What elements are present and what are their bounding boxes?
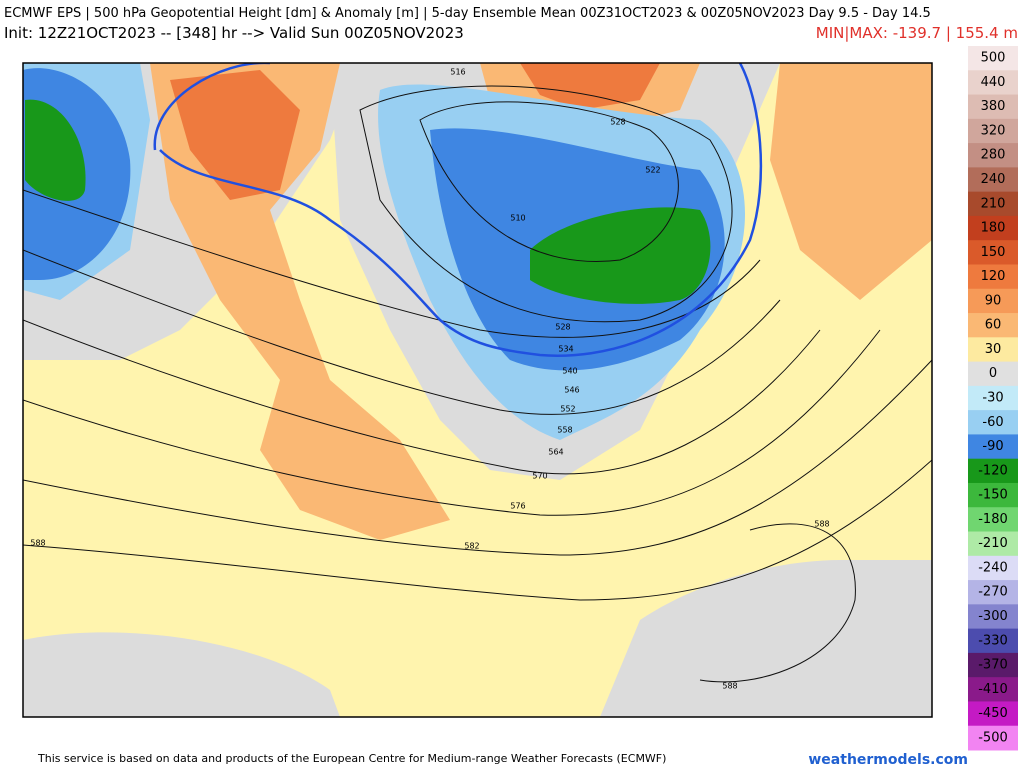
colorbar-swatch bbox=[968, 628, 1018, 654]
colorbar-swatch bbox=[968, 701, 1018, 727]
contour-label: 534 bbox=[558, 345, 573, 354]
colorbar-label: 240 bbox=[981, 172, 1006, 187]
contour-label: 570 bbox=[532, 472, 547, 481]
colorbar-swatch bbox=[968, 191, 1018, 217]
colorbar-label: 180 bbox=[981, 221, 1006, 236]
colorbar-label: -120 bbox=[978, 463, 1008, 478]
colorbar-label: 500 bbox=[981, 51, 1006, 66]
contour-label: 522 bbox=[645, 166, 660, 175]
colorbar-label: -240 bbox=[978, 560, 1008, 575]
colorbar-swatch bbox=[968, 361, 1018, 387]
colorbar-label: -410 bbox=[978, 682, 1008, 697]
contour-label: 588 bbox=[30, 539, 45, 548]
contour-label: 510 bbox=[510, 214, 525, 223]
contour-label: 516 bbox=[450, 68, 465, 77]
colorbar-label: -60 bbox=[982, 415, 1003, 430]
colorbar-label: 380 bbox=[981, 99, 1006, 114]
colorbar-swatch bbox=[968, 337, 1018, 363]
colorbar-swatch bbox=[968, 385, 1018, 411]
colorbar-label: -180 bbox=[978, 512, 1008, 527]
colorbar-swatch bbox=[968, 313, 1018, 338]
map bbox=[22, 62, 933, 718]
colorbar-label: -270 bbox=[978, 585, 1008, 600]
colorbar-swatch bbox=[968, 531, 1018, 557]
min-max: MIN|MAX: -139.7 | 155.4 m bbox=[816, 24, 1018, 42]
colorbar-swatch bbox=[968, 507, 1018, 533]
colorbar-label: 210 bbox=[981, 196, 1006, 211]
colorbar-label: -90 bbox=[982, 439, 1003, 454]
site-link[interactable]: weathermodels.com bbox=[808, 752, 968, 768]
colorbar-swatch bbox=[968, 215, 1018, 241]
colorbar-label: 30 bbox=[985, 342, 1002, 357]
colorbar-swatch bbox=[968, 288, 1018, 314]
colorbar-label: -300 bbox=[978, 609, 1008, 624]
colorbar-swatch bbox=[968, 240, 1018, 265]
colorbar-swatch bbox=[968, 458, 1018, 484]
colorbar-label: -330 bbox=[978, 633, 1008, 648]
colorbar-swatch bbox=[968, 677, 1018, 702]
colorbar-label: 440 bbox=[981, 75, 1006, 90]
colorbar-label: 120 bbox=[981, 269, 1006, 284]
colorbar-label: 0 bbox=[989, 366, 997, 381]
contour-label: 588 bbox=[814, 520, 829, 529]
colorbar-label: 280 bbox=[981, 148, 1006, 163]
colorbar-swatch bbox=[968, 434, 1018, 460]
colorbar-label: -450 bbox=[978, 706, 1008, 721]
colorbar-label: -210 bbox=[978, 536, 1008, 551]
colorbar-swatch bbox=[968, 580, 1018, 605]
contour-label: 576 bbox=[510, 502, 525, 511]
contour-label: 582 bbox=[464, 542, 479, 551]
footer-credit: This service is based on data and produc… bbox=[37, 752, 666, 765]
contour-label: 528 bbox=[555, 323, 570, 332]
colorbar-swatch bbox=[968, 143, 1018, 168]
colorbar-label: -500 bbox=[978, 730, 1008, 745]
colorbar-label: -30 bbox=[982, 391, 1003, 406]
init-time: Init: 12Z21OCT2023 -- [348] hr --> Valid… bbox=[4, 24, 464, 42]
contour-label: 552 bbox=[560, 405, 575, 414]
colorbar-swatch bbox=[968, 482, 1018, 508]
contour-label: 540 bbox=[562, 367, 577, 376]
colorbar-swatch bbox=[968, 70, 1018, 96]
colorbar-swatch bbox=[968, 410, 1018, 435]
colorbar-swatch bbox=[968, 725, 1018, 751]
colorbar-swatch bbox=[968, 94, 1018, 120]
colorbar-swatch bbox=[968, 652, 1018, 678]
colorbar-swatch bbox=[968, 264, 1018, 290]
header-title: ECMWF EPS | 500 hPa Geopotential Height … bbox=[4, 6, 931, 21]
colorbar-label: 60 bbox=[985, 318, 1002, 333]
colorbar-label: 90 bbox=[985, 293, 1002, 308]
contour-label: 546 bbox=[564, 386, 579, 395]
colorbar-swatch bbox=[968, 118, 1018, 144]
colorbar-swatch bbox=[968, 167, 1018, 193]
colorbar-label: 320 bbox=[981, 123, 1006, 138]
colorbar-label: 150 bbox=[981, 245, 1006, 260]
colorbar-swatch bbox=[968, 604, 1018, 630]
colorbar-label: -370 bbox=[978, 658, 1008, 673]
contour-label: 588 bbox=[722, 682, 737, 691]
colorbar-swatch bbox=[968, 555, 1018, 581]
contour-label: 558 bbox=[557, 426, 572, 435]
colorbar-swatch bbox=[968, 46, 1018, 71]
contour-label: 528 bbox=[610, 118, 625, 127]
colorbar-label: -150 bbox=[978, 488, 1008, 503]
contour-label: 564 bbox=[548, 448, 563, 457]
